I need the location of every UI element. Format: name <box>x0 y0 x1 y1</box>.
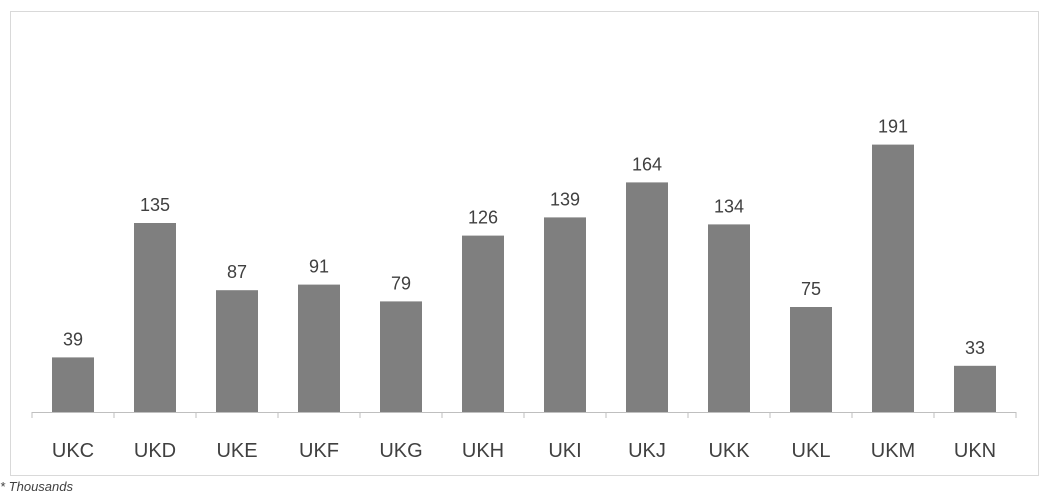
bar-ukg <box>380 301 422 412</box>
bar-ukc <box>52 357 94 412</box>
value-label-ukm: 191 <box>878 117 908 137</box>
value-label-ukh: 126 <box>468 208 498 228</box>
value-label-ukf: 91 <box>309 257 329 277</box>
tick-label-ukn: UKN <box>954 440 996 462</box>
value-label-ukd: 135 <box>140 195 170 215</box>
bars-group <box>52 144 996 412</box>
tick-label-ukh: UKH <box>462 440 504 462</box>
bar-ukn <box>954 365 996 412</box>
tick-label-ukf: UKF <box>299 440 339 462</box>
value-labels-group: 39 135 87 91 79 126 139 164 134 75 191 33 <box>63 117 985 358</box>
bar-ukm <box>872 144 914 412</box>
value-label-ukc: 39 <box>63 329 83 349</box>
value-label-uke: 87 <box>227 262 247 282</box>
tick-label-ukc: UKC <box>52 440 94 462</box>
bar-ukl <box>790 307 832 412</box>
tick-label-ukl: UKL <box>792 440 831 462</box>
value-label-uki: 139 <box>550 189 580 209</box>
bar-uki <box>544 217 586 412</box>
bar-ukh <box>462 235 504 412</box>
value-label-ukg: 79 <box>391 273 411 293</box>
tick-label-ukg: UKG <box>379 440 422 462</box>
tick-label-uki: UKI <box>548 440 581 462</box>
bar-ukj <box>626 182 668 412</box>
bar-ukd <box>134 223 176 412</box>
x-axis-ticks-group <box>31 412 1017 418</box>
bar-uke <box>216 290 258 412</box>
value-label-ukl: 75 <box>801 279 821 299</box>
bar-ukk <box>708 224 750 412</box>
value-label-ukk: 134 <box>714 196 744 216</box>
tick-label-ukk: UKK <box>708 440 750 462</box>
value-label-ukj: 164 <box>632 154 662 174</box>
value-label-ukn: 33 <box>965 338 985 358</box>
tick-label-uke: UKE <box>216 440 257 462</box>
footnote: * Thousands <box>0 479 73 494</box>
bar-ukf <box>298 284 340 412</box>
x-axis-tick-labels-group: UKC UKD UKE UKF UKG UKH UKI UKJ UKK UKL UKM UKN <box>52 440 996 462</box>
tick-label-ukd: UKD <box>134 440 176 462</box>
tick-label-ukj: UKJ <box>628 440 666 462</box>
tick-label-ukm: UKM <box>871 440 915 462</box>
chart-area <box>10 11 1039 476</box>
